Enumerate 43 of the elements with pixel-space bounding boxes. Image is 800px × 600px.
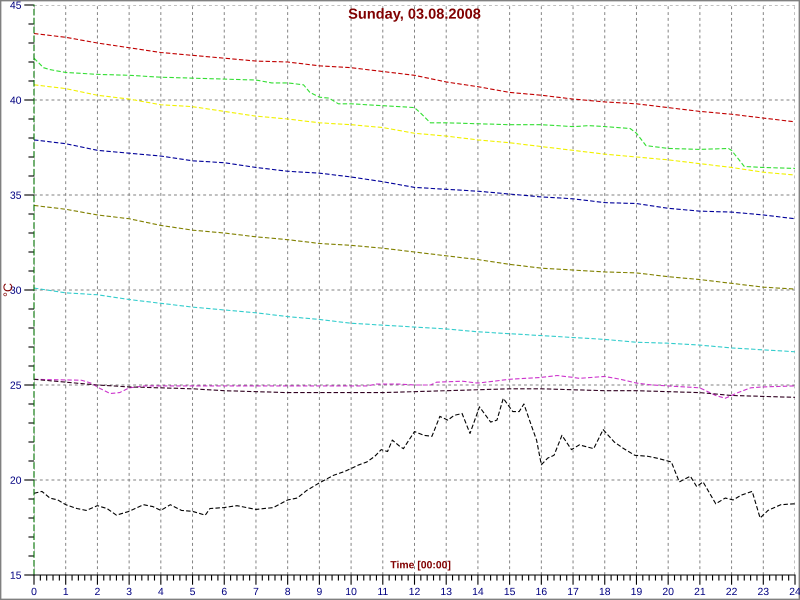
y-tick-label: 30 [10,286,22,294]
line-series [34,288,795,352]
line-series [34,58,795,169]
y-tick-label: 15 [10,572,22,579]
x-tick-label: 11 [378,588,388,596]
x-tick-label: 19 [631,588,642,596]
line-series [34,204,795,290]
x-axis-title: Time [00:00] [390,560,450,570]
x-tick-label: 8 [285,588,290,596]
x-tick-label: 14 [472,588,484,596]
x-tick-label: 18 [600,588,610,596]
x-tick-label: 0 [32,588,36,596]
x-tick-label: 10 [346,588,356,596]
x-tick-label: 4 [158,588,164,596]
y-tick-label: 20 [10,476,22,484]
x-tick-label: 6 [222,588,227,596]
x-tick-label: 1 [64,588,68,596]
line-series [34,139,795,220]
line-series [34,84,795,176]
x-tick-label: 9 [316,588,322,596]
y-tick-label: 45 [10,2,22,9]
y-tick-label: 25 [10,382,22,389]
y-axis-title: °C [3,283,12,296]
x-tick-label: 17 [568,588,578,596]
y-tick-label: 35 [10,192,22,199]
line-series [34,32,795,122]
x-tick-label: 5 [190,588,195,596]
x-tick-label: 15 [504,588,515,596]
x-tick-label: 13 [441,588,452,596]
y-tick-label: 40 [10,96,22,104]
x-tick-label: 7 [254,588,258,596]
x-tick-label: 3 [126,588,132,596]
x-tick-label: 20 [662,588,674,596]
line-series [34,398,795,519]
x-tick-label: 12 [410,588,420,596]
x-tick-label: 2 [95,588,100,596]
x-tick-label: 23 [758,588,769,596]
x-tick-label: 16 [536,588,547,596]
x-tick-label: 24 [790,588,800,596]
x-tick-label: 22 [726,588,737,596]
chart-title: Sunday, 03.08.2008 [348,8,480,22]
line-series [34,378,795,398]
x-tick-label: 21 [694,588,706,596]
